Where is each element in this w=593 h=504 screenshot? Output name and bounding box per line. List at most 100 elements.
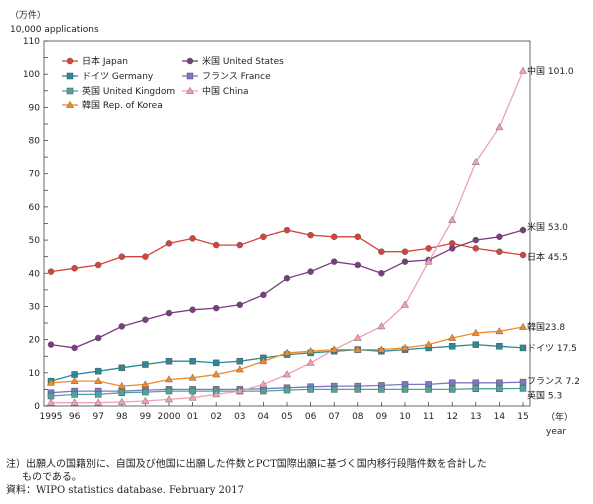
data-point: [519, 226, 527, 234]
legend-marker: [66, 57, 74, 65]
data-point: [519, 378, 527, 386]
data-point: [448, 245, 456, 252]
data-point: [448, 343, 456, 350]
data-point: [260, 233, 267, 241]
end-value-label: 日本 45.5: [527, 251, 568, 263]
data-point: [519, 322, 527, 330]
data-point: [472, 341, 480, 348]
data-point: [424, 257, 433, 265]
data-point: [306, 347, 315, 355]
data-point: [188, 373, 197, 381]
y-tick-label: 110: [23, 37, 40, 47]
legend-label: 中国 China: [202, 85, 249, 97]
data-point: [306, 358, 315, 366]
end-value-label: 中国 101.0: [527, 65, 574, 77]
data-point: [188, 393, 197, 401]
data-point: [165, 375, 173, 383]
data-point: [71, 265, 78, 272]
data-point: [47, 341, 55, 348]
data-point: [94, 334, 102, 342]
y-tick-label: 80: [29, 137, 41, 147]
legend-marker: [66, 100, 74, 108]
data-point: [424, 340, 433, 348]
data-point: [260, 387, 267, 395]
chart: 0 10 20 30 40 50 60 70 80 90 100 110 1995 96 97 98 99 200…: [10, 9, 580, 437]
x-tick-label: 06: [305, 412, 317, 422]
data-point: [401, 248, 409, 255]
data-point: [94, 391, 102, 398]
data-point: [70, 398, 79, 406]
end-value-label: 韓国23.8: [527, 322, 565, 333]
data-point: [283, 275, 291, 282]
data-point: [448, 386, 456, 393]
data-point: [307, 268, 314, 275]
data-point: [71, 391, 78, 398]
x-tick-label: 97: [92, 412, 103, 422]
x-tick-label: 99: [140, 412, 152, 422]
data-point: [71, 371, 78, 378]
data-point: [283, 226, 291, 234]
y-tick-label: 50: [29, 236, 41, 246]
data-point: [330, 233, 338, 241]
x-tick-label: 11: [423, 412, 434, 422]
data-point: [259, 380, 268, 388]
data-point: [94, 261, 102, 269]
x-tick-label: 09: [376, 412, 388, 422]
data-point: [142, 388, 149, 396]
data-point: [189, 306, 196, 314]
note-text-continued: ものである。: [22, 472, 82, 483]
x-tick-label: 15: [517, 412, 528, 422]
data-point: [377, 322, 386, 330]
y-unit-label: （万件）: [10, 9, 46, 21]
data-point: [47, 392, 55, 400]
data-point: [307, 386, 314, 393]
y-tick-label: 30: [29, 302, 41, 312]
x-tick-label: 96: [69, 412, 81, 422]
data-point: [471, 157, 480, 165]
data-point: [448, 379, 456, 387]
data-point: [189, 357, 196, 365]
data-point: [496, 248, 503, 255]
data-point: [401, 258, 409, 265]
data-point: [117, 397, 126, 405]
data-point: [47, 378, 55, 386]
x-tick-label: 14: [494, 412, 506, 422]
data-point: [472, 379, 480, 387]
legend-label: ドイツ Germany: [82, 72, 154, 82]
data-point: [142, 361, 149, 368]
x-tick-label: 05: [281, 412, 292, 422]
data-point: [141, 396, 150, 404]
data-point: [118, 323, 126, 330]
y-unit-label-en: 10,000 applications: [10, 25, 99, 35]
end-value-label: ドイツ 17.5: [527, 344, 577, 354]
legend-label: 米国 United States: [202, 55, 284, 67]
data-point: [496, 233, 503, 241]
data-point: [94, 398, 103, 406]
legend-marker: [66, 87, 74, 95]
y-tick-label: 20: [29, 336, 41, 346]
x-tick-label: 08: [352, 412, 364, 422]
data-point: [307, 231, 314, 239]
data-point: [425, 386, 432, 393]
y-tick-label: 60: [29, 203, 41, 213]
end-value-label: 米国 53.0: [527, 221, 568, 233]
end-value-label: フランス 7.2: [527, 376, 580, 387]
data-point: [519, 251, 527, 259]
data-point: [495, 123, 504, 131]
data-point: [165, 309, 173, 317]
data-point: [496, 379, 503, 387]
data-point: [236, 241, 244, 249]
data-point: [378, 386, 385, 393]
data-point: [142, 316, 149, 323]
data-point: [401, 386, 409, 393]
data-point: [519, 385, 527, 392]
data-point: [165, 395, 173, 403]
data-point: [235, 386, 244, 394]
data-point: [283, 386, 291, 394]
y-tick-label: 40: [29, 269, 41, 279]
data-point: [212, 359, 220, 367]
data-point: [94, 376, 103, 384]
data-point: [165, 240, 173, 247]
y-tick-label: 100: [23, 70, 40, 80]
